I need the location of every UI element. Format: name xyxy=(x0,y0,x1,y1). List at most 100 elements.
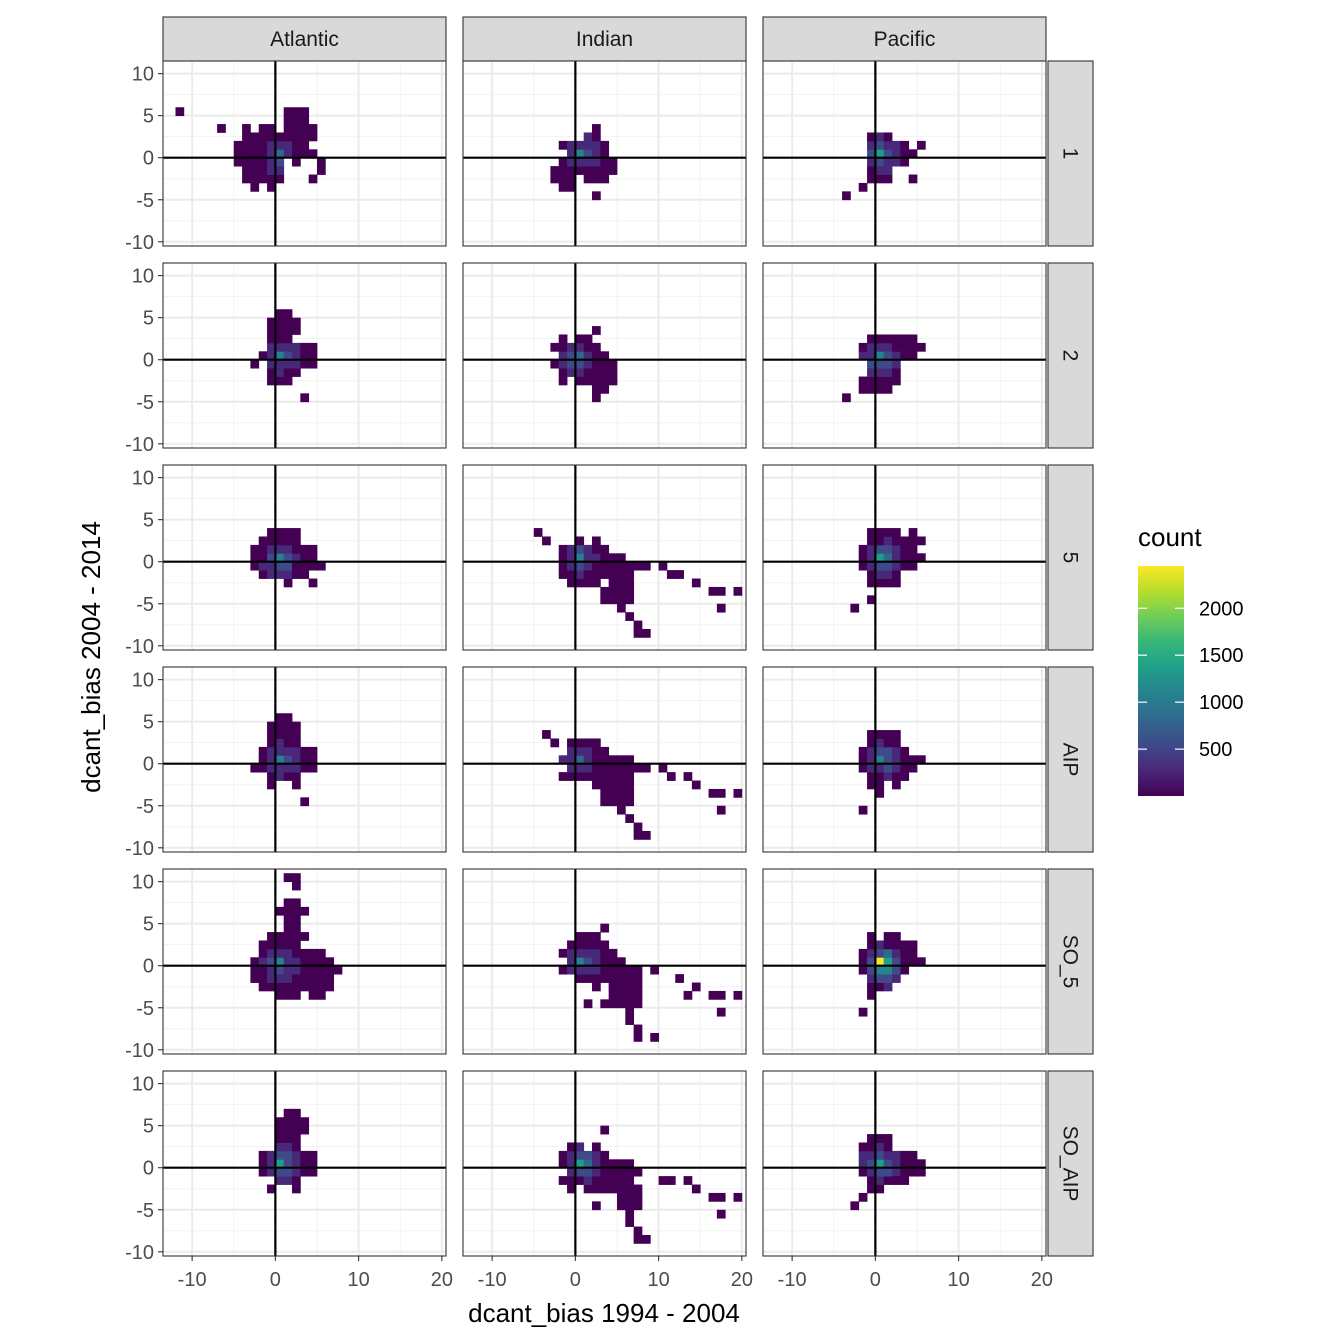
heatmap-cell xyxy=(258,140,268,150)
heatmap-cell xyxy=(867,1176,876,1185)
heatmap-cell xyxy=(583,1167,593,1177)
heatmap-cell xyxy=(883,528,893,537)
heatmap-cell xyxy=(267,334,276,344)
heatmap-cell xyxy=(292,873,301,883)
heatmap-cell xyxy=(283,115,293,125)
heatmap-cell xyxy=(175,107,185,117)
heatmap-cell xyxy=(883,1142,893,1152)
heatmap-cell xyxy=(625,797,635,807)
heatmap-cell xyxy=(600,1150,610,1160)
heatmap-cell xyxy=(708,990,718,1000)
heatmap-cell xyxy=(267,1184,276,1194)
x-tick-label: 20 xyxy=(431,1269,453,1291)
heatmap-cell xyxy=(567,157,576,167)
heatmap-cell xyxy=(867,932,876,941)
heatmap-cell xyxy=(233,157,243,167)
heatmap-cell xyxy=(300,965,310,975)
heatmap-cell xyxy=(608,797,618,807)
heatmap-cell xyxy=(716,603,726,613)
heatmap-cell xyxy=(308,974,318,983)
heatmap-cell xyxy=(592,368,601,377)
heatmap-cell xyxy=(283,1176,293,1185)
heatmap-cell xyxy=(575,359,585,369)
x-tick-label: 0 xyxy=(570,1269,581,1291)
heatmap-cell xyxy=(892,780,901,790)
heatmap-cell xyxy=(583,149,593,159)
heatmap-cell xyxy=(567,746,576,756)
panel-border xyxy=(462,666,747,853)
heatmap-cell xyxy=(658,561,668,571)
heatmap-cell xyxy=(316,990,326,1000)
heatmap-cell xyxy=(567,1176,576,1185)
panel-aip-indian xyxy=(462,666,747,853)
colorbar-tick-label: 1500 xyxy=(1199,645,1244,667)
heatmap-cell xyxy=(608,368,618,377)
y-tick-label: 5 xyxy=(143,106,154,128)
heatmap-cell xyxy=(908,553,918,563)
heatmap-cell xyxy=(267,553,276,563)
heatmap-cell xyxy=(675,974,684,983)
heatmap-cell xyxy=(283,982,293,992)
heatmap-cell xyxy=(283,730,293,739)
heatmap-cell xyxy=(292,965,301,975)
heatmap-cell xyxy=(608,166,618,175)
heatmap-cell xyxy=(583,1176,593,1185)
heatmap-cell xyxy=(300,932,310,941)
heatmap-cell xyxy=(275,544,285,554)
heatmap-cell xyxy=(608,570,618,579)
heatmap-cell xyxy=(867,132,876,142)
heatmap-cell xyxy=(275,713,285,723)
heatmap-cell xyxy=(258,132,268,142)
heatmap-cell xyxy=(583,359,593,369)
panel-so_aip-atlantic xyxy=(162,1070,447,1257)
heatmap-cell xyxy=(892,561,901,571)
facet-label-row-so_5: SO_5 xyxy=(1059,935,1082,989)
heatmap-cell xyxy=(867,730,876,739)
heatmap-cell xyxy=(592,140,601,150)
heatmap-cell xyxy=(867,940,876,950)
heatmap-cell xyxy=(583,755,593,765)
heatmap-cell xyxy=(567,149,576,159)
facet-strip-atlantic: Atlantic xyxy=(162,16,447,62)
y-tick-label: -5 xyxy=(136,190,154,212)
heatmap-cell xyxy=(641,763,651,773)
heatmap-cell xyxy=(600,755,610,765)
heatmap-cell xyxy=(616,1201,626,1211)
heatmap-cell xyxy=(292,149,301,159)
heatmap-cell xyxy=(267,317,276,327)
heatmap-cell xyxy=(858,553,868,563)
heatmap-cell xyxy=(267,166,276,175)
heatmap-cell xyxy=(883,342,893,352)
heatmap-cell xyxy=(858,1150,868,1160)
heatmap-cell xyxy=(258,561,268,571)
heatmap-cell xyxy=(250,974,260,983)
heatmap-cell xyxy=(583,974,593,983)
heatmap-cell xyxy=(275,721,285,731)
heatmap-cell xyxy=(608,553,618,563)
heatmap-cell xyxy=(267,746,276,756)
heatmap-cell xyxy=(858,1192,868,1202)
heatmap-cell xyxy=(316,166,326,175)
heatmap-cell xyxy=(608,982,618,992)
heatmap-cell xyxy=(875,763,885,773)
heatmap-cell xyxy=(875,1159,885,1169)
heatmap-cell xyxy=(608,957,618,967)
heatmap-cell xyxy=(592,351,601,361)
heatmap-cell xyxy=(883,1167,893,1177)
heatmap-cell xyxy=(267,124,276,133)
heatmap-cell xyxy=(275,763,285,773)
heatmap-cell xyxy=(267,174,276,184)
heatmap-cell xyxy=(858,384,868,394)
heatmap-cell xyxy=(867,948,876,958)
heatmap-cell xyxy=(275,932,285,941)
heatmap-cell xyxy=(616,1159,626,1169)
heatmap-cell xyxy=(858,182,868,192)
heatmap-cell xyxy=(592,755,601,765)
heatmap-cell xyxy=(258,965,268,975)
heatmap-cell xyxy=(608,763,618,773)
heatmap-cell xyxy=(283,544,293,554)
heatmap-cell xyxy=(858,1142,868,1152)
heatmap-cell xyxy=(600,586,610,596)
heatmap-cell xyxy=(842,191,851,201)
heatmap-cell xyxy=(858,957,868,967)
